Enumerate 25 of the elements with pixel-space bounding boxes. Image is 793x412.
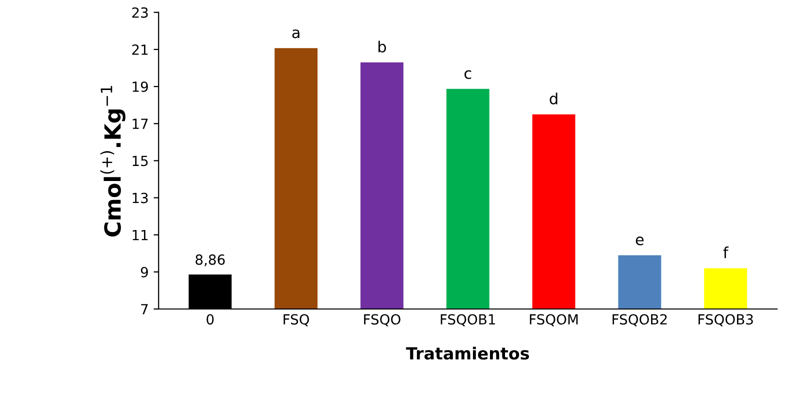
x-tick-label: 0 [206, 314, 214, 325]
annotation: f [723, 246, 729, 258]
x-tick-label: FSQOM [530, 314, 578, 326]
y-axis-title: Cmol$^{(+)}$.Kg$^{−1}$ [100, 86, 126, 236]
annotation: e [636, 236, 644, 246]
x-tick-label: FSQ [284, 314, 310, 326]
x-tick-label: FSQOB3 [698, 314, 753, 326]
x-tick-label: FSQOB1 [440, 314, 495, 326]
x-tick-label: FSQO [364, 314, 400, 326]
annotation: d [550, 92, 558, 104]
y-tick-label: 9 [140, 266, 148, 278]
annotation: c [464, 70, 472, 80]
x-axis-title: Tratamientos [406, 346, 529, 360]
y-tick-label: 13 [132, 192, 148, 204]
y-tick-label: 15 [132, 156, 148, 166]
y-tick-label: 19 [132, 81, 148, 92]
annotation: a [292, 29, 300, 38]
data-label: 8,86 [196, 254, 225, 266]
y-tick-label: 11 [132, 230, 148, 240]
annotation: b [378, 40, 386, 53]
y-tick-label: 23 [132, 7, 148, 18]
y-tick-label: 7 [141, 304, 148, 314]
y-tick-label: 21 [132, 44, 148, 55]
y-tick-label: 17 [132, 118, 148, 129]
x-tick-label: FSQOB2 [612, 314, 667, 326]
